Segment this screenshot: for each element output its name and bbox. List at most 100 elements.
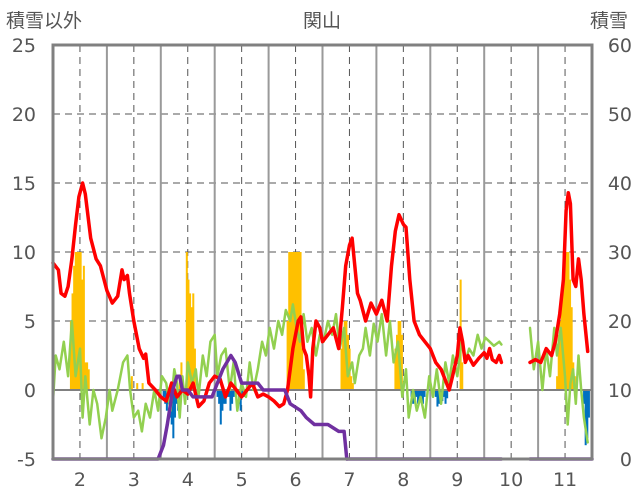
orange-bar: [86, 362, 89, 390]
x-tick-label: 9: [451, 469, 463, 491]
left-tick-label: 0: [24, 380, 36, 402]
orange-bar: [565, 252, 568, 390]
orange-bar: [567, 252, 570, 390]
blue-bar: [421, 390, 424, 404]
right-tick-label: 20: [608, 311, 632, 333]
x-tick-label: 11: [553, 469, 577, 491]
blue-bar: [221, 390, 224, 411]
orange-bar: [340, 348, 343, 390]
right-tick-label: 40: [608, 173, 632, 195]
blue-bar: [418, 390, 421, 400]
orange-bar: [190, 307, 193, 390]
orange-bar: [136, 383, 139, 390]
orange-bar: [396, 334, 399, 390]
plot-frame: [51, 43, 594, 461]
blue-bar: [434, 390, 437, 397]
x-tick-label: 4: [182, 469, 194, 491]
blue-bar: [417, 390, 420, 404]
left-axis-label: 積雪以外: [6, 10, 82, 32]
x-tick-label: 8: [397, 469, 409, 491]
x-tick-label: 7: [343, 469, 355, 491]
right-axis-tick-labels: 0 10 20 30 40 50 60: [608, 35, 632, 471]
orange-bar: [87, 369, 90, 390]
orange-bar: [557, 334, 560, 390]
blue-bar: [423, 390, 426, 397]
blue-bar: [444, 390, 447, 404]
left-tick-label: -5: [17, 449, 36, 471]
left-tick-label: 25: [12, 35, 36, 57]
orange-bar: [286, 321, 289, 390]
blue-bar: [219, 390, 222, 425]
blue-bar: [218, 390, 221, 404]
blue-bar: [446, 390, 449, 399]
orange-bar: [351, 383, 354, 390]
blue-bar: [584, 390, 587, 446]
orange-bar: [556, 376, 559, 390]
orange-bar: [400, 334, 403, 390]
blue-bar: [420, 390, 423, 397]
red-series-line: [51, 181, 504, 409]
blue-bar: [583, 390, 586, 404]
left-tick-label: 10: [12, 242, 36, 264]
right-axis-label: 積雪: [590, 10, 628, 32]
blue-bar: [232, 390, 235, 397]
x-axis-tick-labels: 2 3 4 5 6 7 8 9 10 11: [74, 469, 577, 491]
orange-bar: [569, 279, 572, 390]
blue-bar: [442, 390, 445, 397]
orange-bar: [187, 279, 190, 390]
orange-bar: [81, 279, 84, 390]
left-tick-label: 5: [24, 311, 36, 333]
orange-bar: [82, 265, 85, 390]
right-tick-label: 60: [608, 35, 632, 57]
orange-bar: [394, 348, 397, 390]
orange-bar: [74, 252, 77, 390]
right-tick-label: 30: [608, 242, 632, 264]
orange-bar: [79, 252, 82, 390]
blue-bar: [586, 390, 589, 439]
orange-bar: [141, 383, 144, 390]
right-tick-label: 10: [608, 380, 632, 402]
blue-bar: [231, 390, 234, 404]
right-tick-label: 0: [620, 449, 632, 471]
blue-bar: [229, 390, 232, 411]
orange-bar: [185, 252, 188, 390]
blue-bar: [164, 390, 167, 404]
orange-bar: [130, 376, 133, 390]
orange-bar: [564, 252, 567, 390]
orange-bar: [189, 293, 192, 390]
blue-bar: [172, 390, 175, 439]
orange-bar: [302, 369, 305, 390]
blue-bar: [227, 390, 230, 397]
orange-bar: [78, 252, 81, 390]
orange-bar: [461, 362, 464, 390]
left-tick-label: 15: [12, 173, 36, 195]
blue-bar: [216, 390, 219, 397]
x-tick-label: 3: [128, 469, 140, 491]
orange-bar: [342, 334, 345, 390]
blue-bar: [239, 390, 242, 411]
grid-lines: [53, 45, 592, 459]
orange-bar: [291, 252, 294, 390]
orange-bar: [559, 321, 562, 390]
orange-bar: [562, 252, 565, 390]
x-tick-label: 10: [499, 469, 523, 491]
green-series-line: [528, 326, 589, 444]
left-tick-label: 20: [12, 104, 36, 126]
orange-bar: [76, 252, 79, 390]
x-tick-label: 5: [236, 469, 248, 491]
chart-title: 関山: [303, 10, 341, 32]
blue-bar: [162, 390, 165, 397]
blue-bar: [415, 390, 418, 397]
blue-bar: [173, 390, 176, 418]
green-series-line: [51, 303, 503, 440]
x-tick-label: 6: [290, 469, 302, 491]
orange-bar: [343, 321, 346, 390]
x-tick-label: 2: [74, 469, 86, 491]
orange-bar: [192, 293, 195, 390]
series-lines: [51, 181, 594, 461]
orange-bar: [301, 348, 304, 390]
orange-bar: [570, 307, 573, 390]
orange-bar: [350, 376, 353, 390]
left-axis-tick-labels: -5 0 5 10 15 20 25: [12, 35, 36, 471]
